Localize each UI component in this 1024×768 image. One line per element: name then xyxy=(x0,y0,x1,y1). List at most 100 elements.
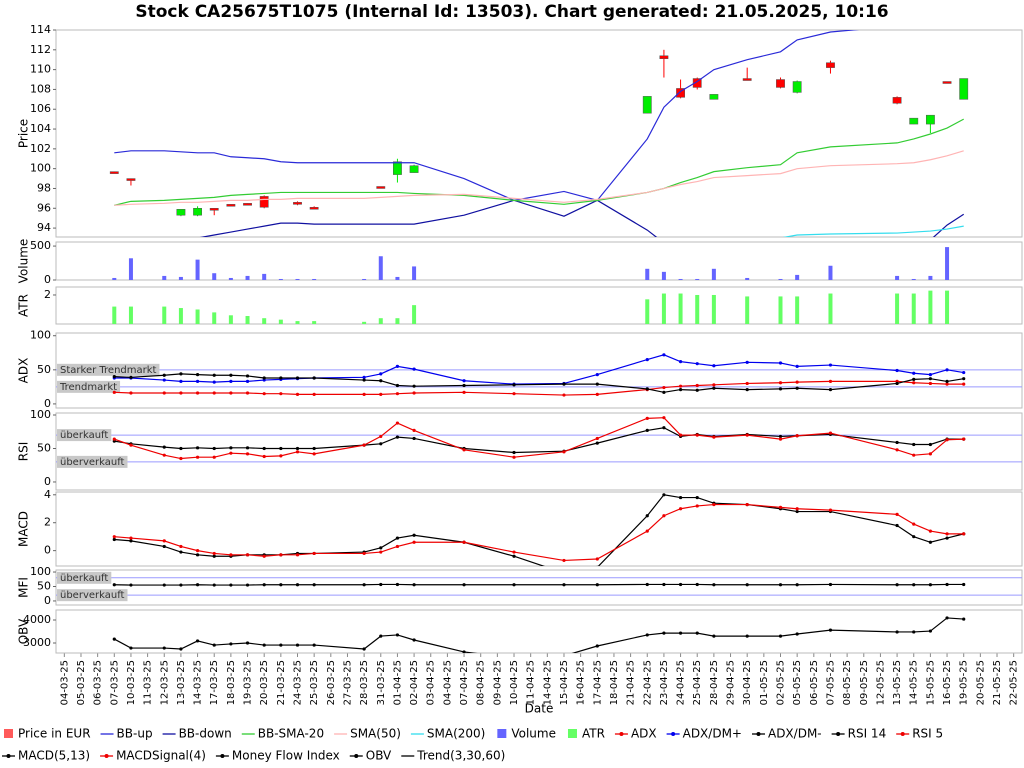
point xyxy=(678,433,683,437)
legend-item: Volume xyxy=(497,727,556,741)
line xyxy=(114,380,964,396)
legend-label: BB-down xyxy=(179,727,232,741)
point xyxy=(512,392,516,396)
bar xyxy=(162,275,167,280)
point xyxy=(962,617,966,621)
candle-body xyxy=(925,114,935,125)
point xyxy=(312,392,316,396)
point xyxy=(379,546,383,550)
candle-body xyxy=(692,78,702,88)
point xyxy=(395,582,400,587)
bar xyxy=(378,256,383,280)
legend-label: Trend(3,30,60) xyxy=(416,749,505,763)
plot-area xyxy=(55,569,1023,606)
point xyxy=(129,536,133,540)
point xyxy=(962,582,966,587)
candle-body xyxy=(742,78,752,81)
point xyxy=(212,391,216,395)
x-tick-label: 17-03-25 xyxy=(209,660,220,705)
point xyxy=(412,540,416,544)
legend-label: OBV xyxy=(366,749,392,763)
bar xyxy=(212,273,217,280)
level-label: überkauft xyxy=(60,573,108,584)
point xyxy=(678,582,683,587)
point xyxy=(695,631,699,635)
line xyxy=(114,503,964,562)
legend-item: BB-SMA-20 xyxy=(241,727,324,741)
point xyxy=(712,364,716,368)
line xyxy=(114,373,964,393)
y-tick-label: 0 xyxy=(44,273,51,286)
point xyxy=(245,583,250,587)
x-tick-label: 06-05-25 xyxy=(809,660,820,705)
point xyxy=(129,646,133,650)
point xyxy=(595,441,599,445)
bar xyxy=(895,293,900,324)
point xyxy=(662,493,666,497)
point xyxy=(912,535,916,539)
point xyxy=(379,442,383,446)
point xyxy=(645,529,649,533)
point xyxy=(512,550,516,554)
x-tick-label: 14-05-25 xyxy=(909,660,920,705)
point xyxy=(462,390,466,394)
point xyxy=(695,362,699,366)
point xyxy=(195,372,200,377)
x-tick-label: 12-03-25 xyxy=(159,660,170,705)
point xyxy=(245,553,250,557)
point xyxy=(312,551,316,556)
y-axis-label: MACD xyxy=(17,511,31,547)
point xyxy=(279,446,283,451)
legend-label: SMA(200) xyxy=(427,727,485,741)
point xyxy=(245,641,250,645)
point xyxy=(962,382,966,386)
y-axis-label: RSI xyxy=(17,442,31,462)
point xyxy=(395,633,400,637)
point xyxy=(195,549,200,553)
point xyxy=(745,381,749,386)
point xyxy=(678,360,683,364)
point xyxy=(695,504,699,508)
candle-body xyxy=(676,88,685,98)
x-tick-label: 10-03-25 xyxy=(126,660,137,705)
bar xyxy=(911,278,916,280)
point xyxy=(179,544,183,549)
candle-body xyxy=(792,81,802,93)
point xyxy=(695,383,699,388)
point xyxy=(379,582,383,587)
level-label-bg xyxy=(57,455,128,468)
point xyxy=(928,452,932,456)
point xyxy=(795,583,799,587)
point xyxy=(129,583,133,587)
point xyxy=(662,426,666,430)
x-tick-label: 13-05-25 xyxy=(892,660,903,705)
point xyxy=(828,628,833,632)
point xyxy=(312,643,316,647)
bar xyxy=(828,265,833,280)
bar xyxy=(362,278,367,280)
x-tick-label: 02-05-25 xyxy=(776,660,787,705)
x-tick-label: 05-03-25 xyxy=(76,660,87,705)
point xyxy=(112,583,116,587)
panel-series xyxy=(112,616,966,653)
y-axis-label: Volume xyxy=(17,239,31,284)
point xyxy=(745,583,749,587)
x-tick-label: 14-04-25 xyxy=(542,660,553,705)
point xyxy=(462,448,466,452)
point xyxy=(945,379,949,384)
x-tick-label: 11-03-25 xyxy=(143,660,154,705)
point xyxy=(795,380,799,384)
point xyxy=(895,440,899,445)
point xyxy=(212,373,216,377)
bar xyxy=(745,296,750,324)
x-tick-label: 17-04-25 xyxy=(592,660,603,705)
y-tick-label: 106 xyxy=(30,102,51,115)
bar xyxy=(795,274,800,280)
point xyxy=(212,583,216,587)
point xyxy=(645,387,649,391)
x-tick-label: 30-04-25 xyxy=(742,660,753,705)
level-label-bg xyxy=(57,589,128,602)
bar xyxy=(928,290,933,324)
point xyxy=(662,385,666,390)
